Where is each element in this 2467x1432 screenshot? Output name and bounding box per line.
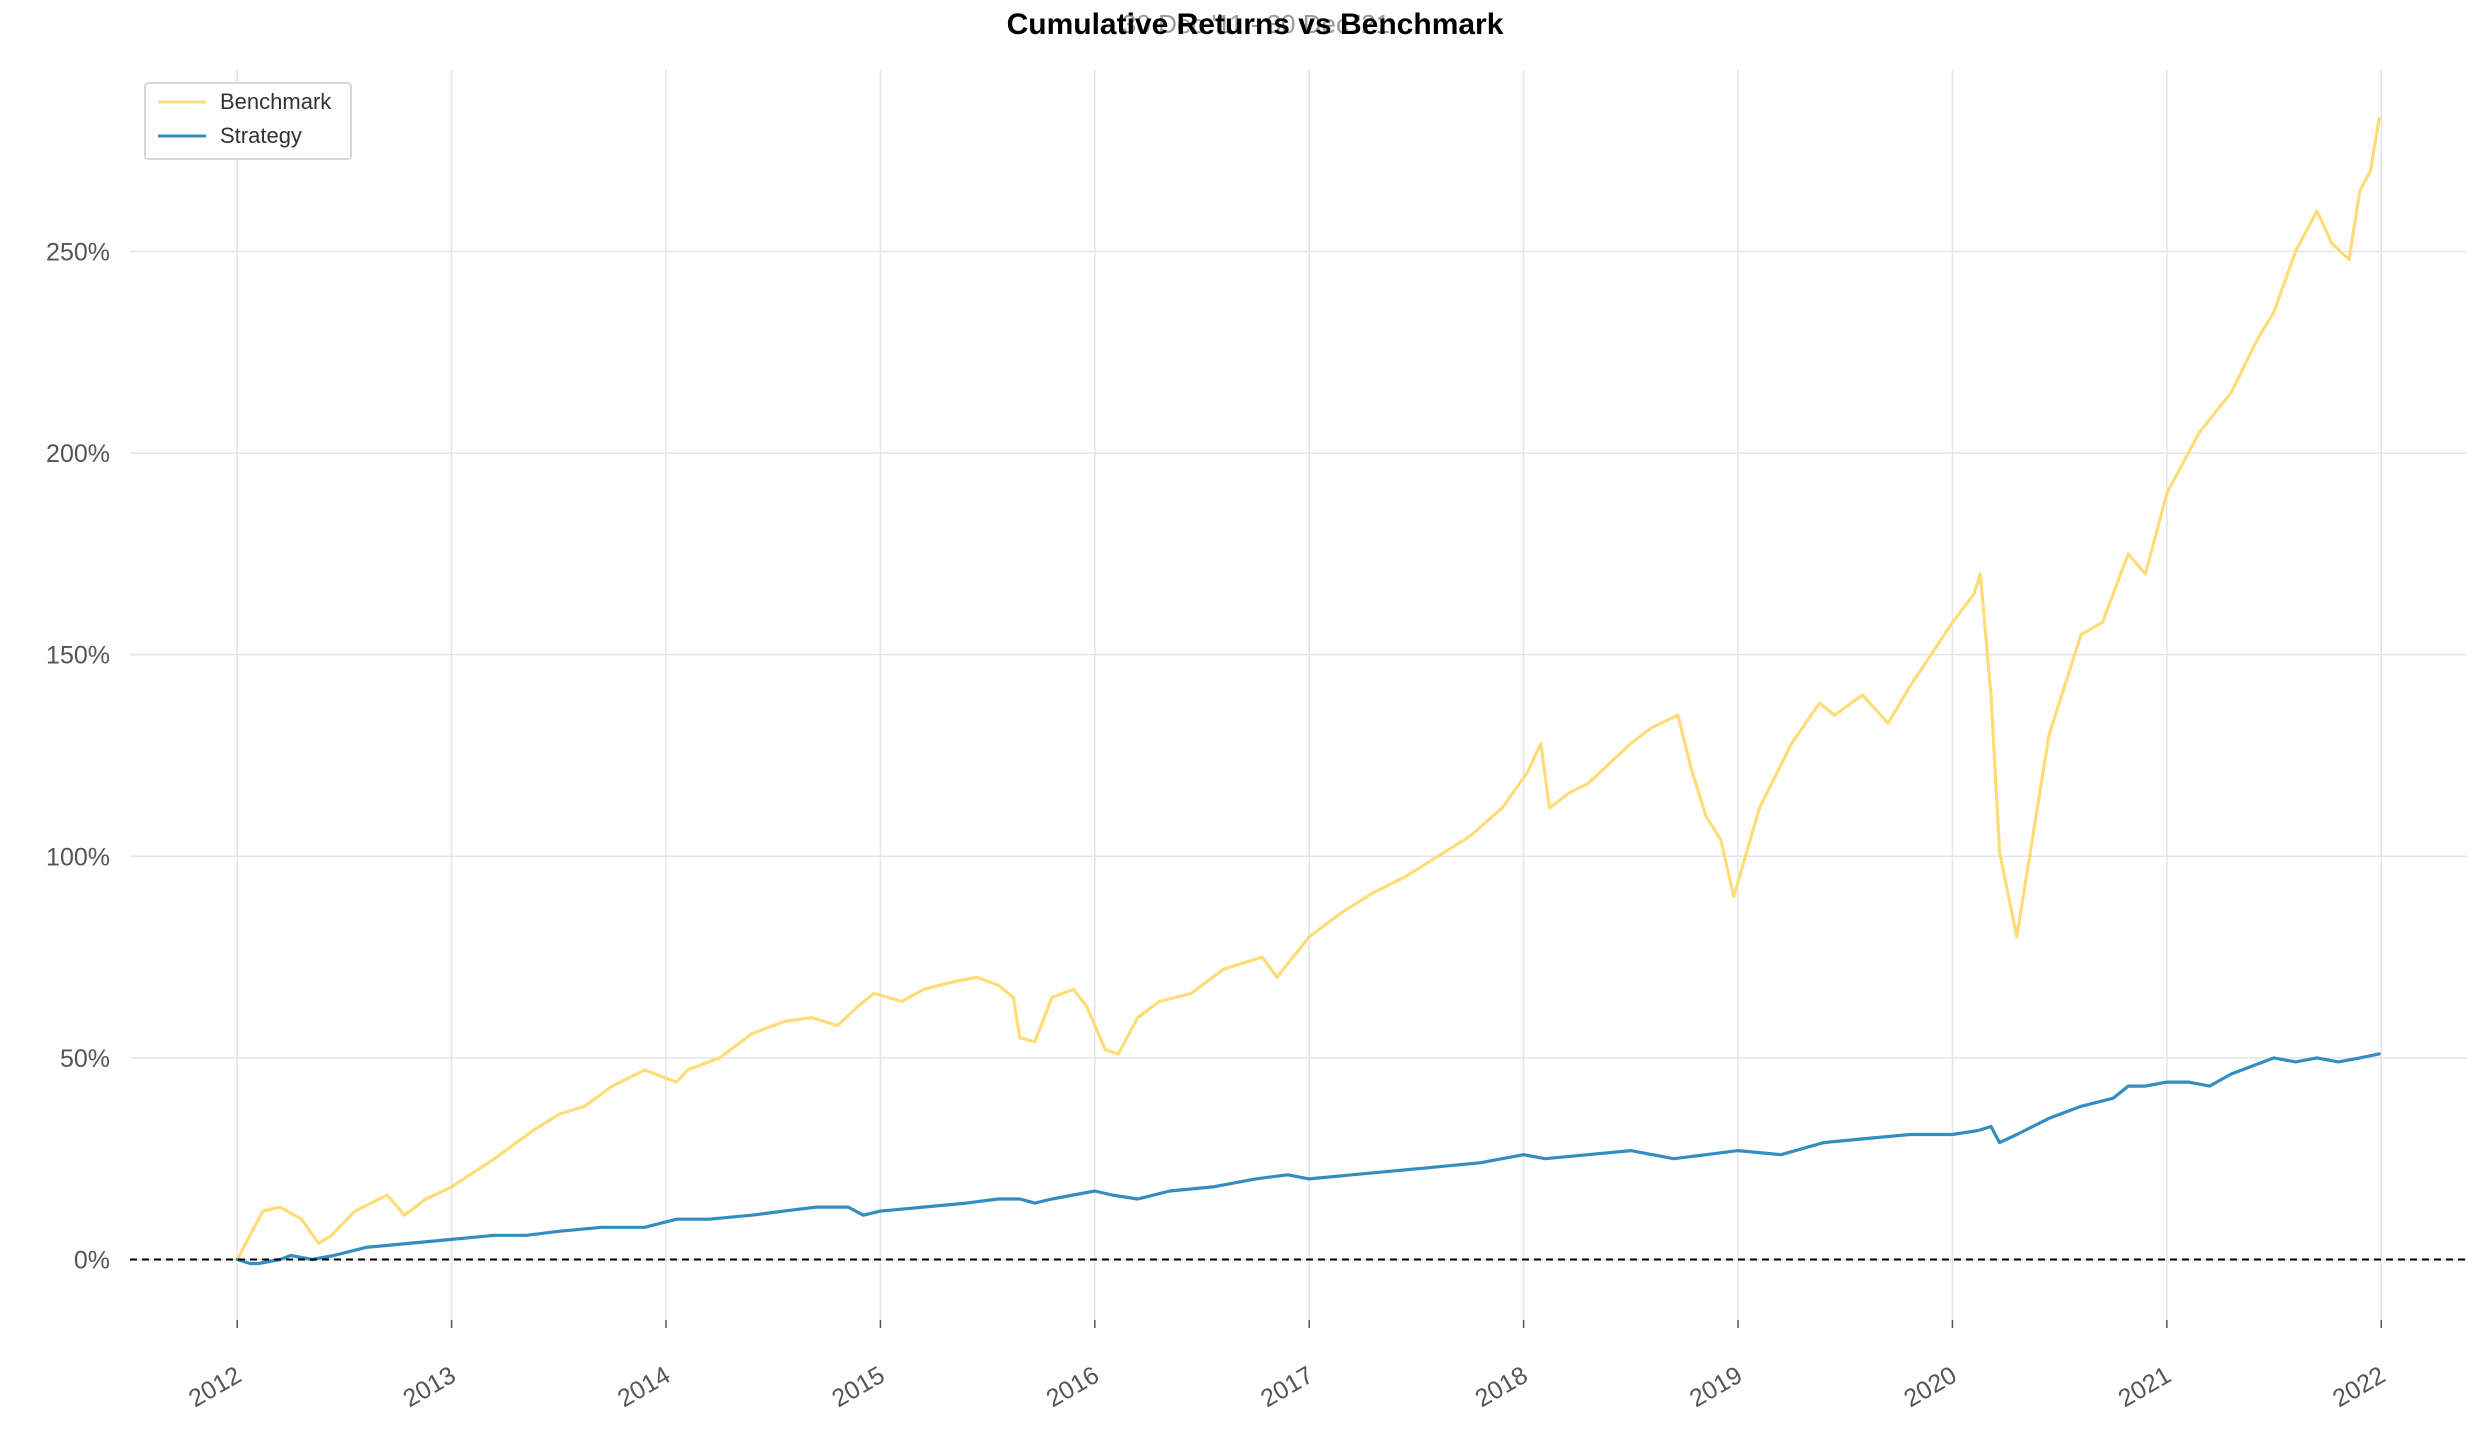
chart-title: Cumulative Returns vs Benchmark [1007, 8, 1504, 41]
legend-label-benchmark: Benchmark [220, 89, 332, 114]
legend-label-strategy: Strategy [220, 123, 302, 148]
x-tick-label: 2013 [398, 1361, 460, 1413]
x-tick-label: 2022 [2328, 1361, 2390, 1413]
x-tick-label: 2014 [613, 1361, 675, 1413]
series-line-benchmark [235, 116, 2381, 1262]
x-tick-label: 2020 [1899, 1361, 1961, 1413]
x-tick-label: 2019 [1685, 1361, 1747, 1413]
grid-layer [130, 70, 2467, 1320]
x-tick-label: 2017 [1256, 1361, 1318, 1413]
x-tick-label: 2021 [2114, 1361, 2176, 1413]
y-tick-label: 250% [46, 238, 110, 266]
y-tick-label: 50% [60, 1045, 110, 1073]
series-line-strategy [235, 1052, 2381, 1266]
legend: Benchmark Strategy [144, 82, 352, 160]
axis-layer: 0% 50% 100% 150% 200% 250% 2012 2013 2014 2015 201… [46, 238, 2390, 1413]
series-layer [235, 116, 2381, 1266]
x-tick-label: 2012 [184, 1361, 246, 1413]
x-tick-label: 2018 [1470, 1361, 1532, 1413]
y-tick-label: 200% [46, 440, 110, 468]
y-tick-label: 100% [46, 843, 110, 871]
x-tick-label: 2015 [827, 1361, 889, 1413]
x-tick-label: 2016 [1042, 1361, 1104, 1413]
chart-subtitle: 30 Dec '11 - 30 Dec '21 [1122, 9, 1390, 39]
y-tick-label: 0% [74, 1247, 110, 1275]
y-tick-label: 150% [46, 642, 110, 670]
